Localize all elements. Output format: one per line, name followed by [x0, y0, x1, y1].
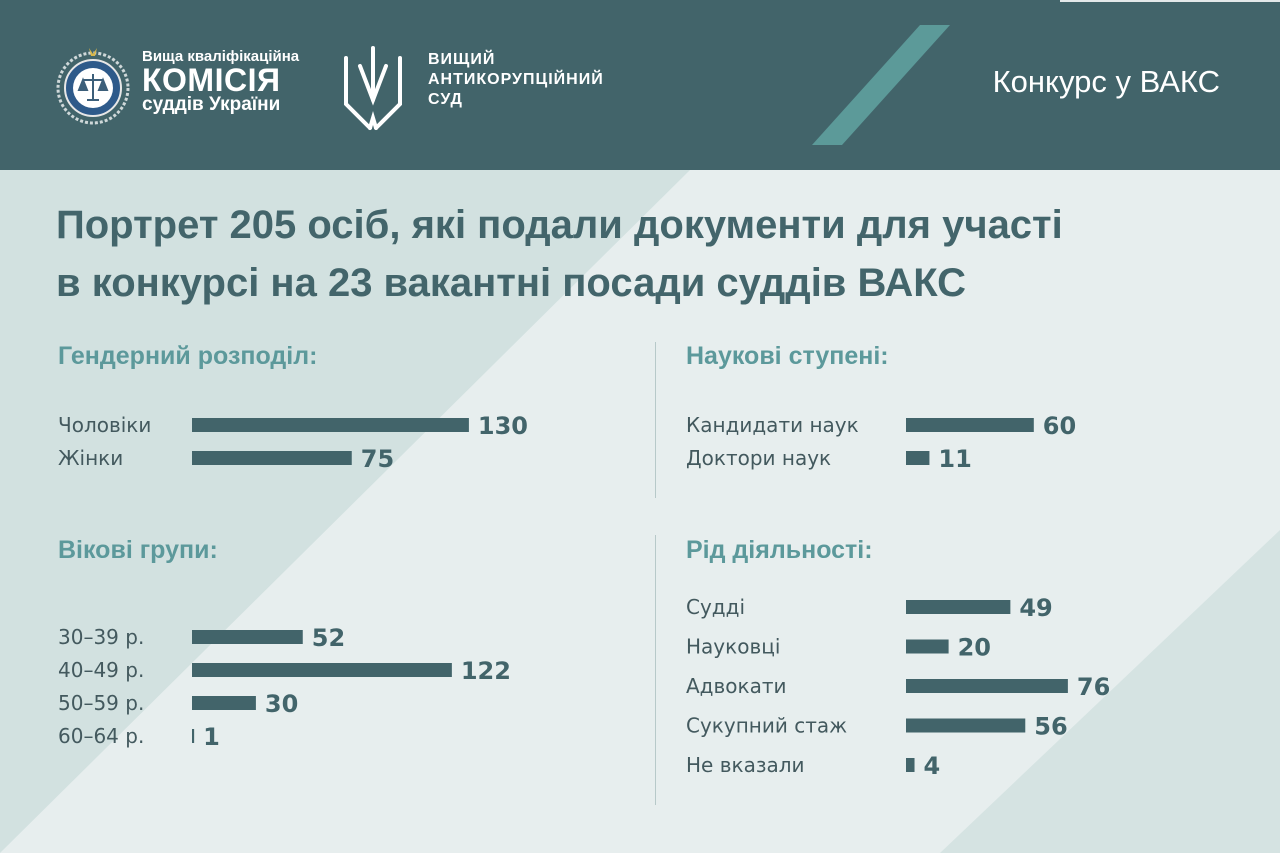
occupation-section-title: Рід діяльності:: [686, 536, 873, 564]
commission-name-line1: Вища кваліфікаційна: [142, 48, 300, 65]
court-name-line2: АНТИКОРУПЦІЙНИЙ: [428, 71, 604, 88]
value-label: 4: [924, 752, 941, 780]
contest-label: Конкурс у ВАКС: [992, 64, 1220, 99]
value-label: 30: [265, 690, 298, 718]
page-title-line1: Портрет 205 осіб, які подали документи д…: [56, 203, 1063, 247]
bar: [192, 696, 256, 710]
value-label: 60: [1043, 412, 1076, 440]
category-label: Доктори наук: [686, 446, 831, 470]
category-label: Сукупний стаж: [686, 714, 847, 738]
value-label: 122: [461, 657, 511, 685]
category-label: Кандидати наук: [686, 413, 859, 437]
category-label: 50–59 р.: [58, 691, 144, 715]
decorative-slash: [812, 25, 950, 145]
age-section-title: Вікові групи:: [58, 536, 218, 564]
value-label: 52: [312, 624, 345, 652]
gender-chart: Чоловіки 130 Жінки 75: [58, 412, 528, 473]
page-title-line2: в конкурсі на 23 вакантні посади суддів …: [56, 261, 967, 305]
court-name-line3: СУД: [428, 91, 463, 108]
bar: [906, 639, 949, 654]
commission-name: Вища кваліфікаційна КОМІСІЯ суддів Украї…: [142, 48, 299, 115]
column-divider: [655, 535, 656, 805]
value-label: 76: [1077, 673, 1110, 701]
bar: [192, 418, 469, 432]
bar: [906, 600, 1011, 614]
bar: [906, 758, 915, 772]
bar: [192, 630, 303, 644]
category-label: Чоловіки: [58, 413, 151, 437]
category-label: 30–39 р.: [58, 625, 144, 649]
category-label: Судді: [686, 595, 745, 619]
value-label: 1: [203, 723, 220, 751]
category-label: Жінки: [58, 446, 123, 470]
bar: [906, 418, 1034, 432]
anticorruption-court-trident-icon: [344, 46, 402, 130]
bar: [906, 679, 1068, 693]
page-title: Портрет 205 осіб, які подали документи д…: [56, 196, 1226, 312]
court-name: ВИЩИЙ АНТИКОРУПЦІЙНИЙ СУД: [428, 50, 604, 110]
category-label: Науковці: [686, 635, 780, 659]
court-name-line1: ВИЩИЙ: [428, 51, 496, 68]
bar: [906, 718, 1026, 733]
bar: [192, 451, 352, 465]
bar: [192, 663, 452, 677]
bar: [906, 451, 930, 465]
value-label: 20: [958, 634, 991, 662]
value-label: 11: [938, 445, 971, 473]
commission-emblem-icon: [56, 48, 130, 125]
value-label: 56: [1034, 713, 1067, 741]
gender-section-title: Гендерний розподіл:: [58, 342, 318, 370]
category-label: 40–49 р.: [58, 658, 144, 682]
header-line: [1060, 0, 1280, 2]
commission-name-line3: суддів України: [142, 94, 281, 115]
header-banner: Вища кваліфікаційна КОМІСІЯ суддів Украї…: [0, 0, 1280, 170]
age-chart: 30–39 р. 52 40–49 р. 122 50–59 р. 30 60–64 р. 1: [58, 624, 511, 751]
value-label: 75: [361, 445, 394, 473]
category-label: 60–64 р.: [58, 724, 144, 748]
column-divider: [655, 342, 656, 498]
occupation-chart: Судді 49 Науковці 20 Адвокати 76 Сукупний стаж…: [686, 594, 1110, 780]
category-label: Не вказали: [686, 753, 805, 777]
value-label: 130: [478, 412, 528, 440]
degree-section-title: Наукові ступені:: [686, 342, 889, 370]
category-label: Адвокати: [686, 674, 787, 698]
value-label: 49: [1019, 594, 1052, 622]
commission-name-line2: КОМІСІЯ: [142, 62, 281, 98]
degree-chart: Кандидати наук 60 Доктори наук 11: [686, 412, 1076, 473]
bar: [192, 729, 195, 743]
